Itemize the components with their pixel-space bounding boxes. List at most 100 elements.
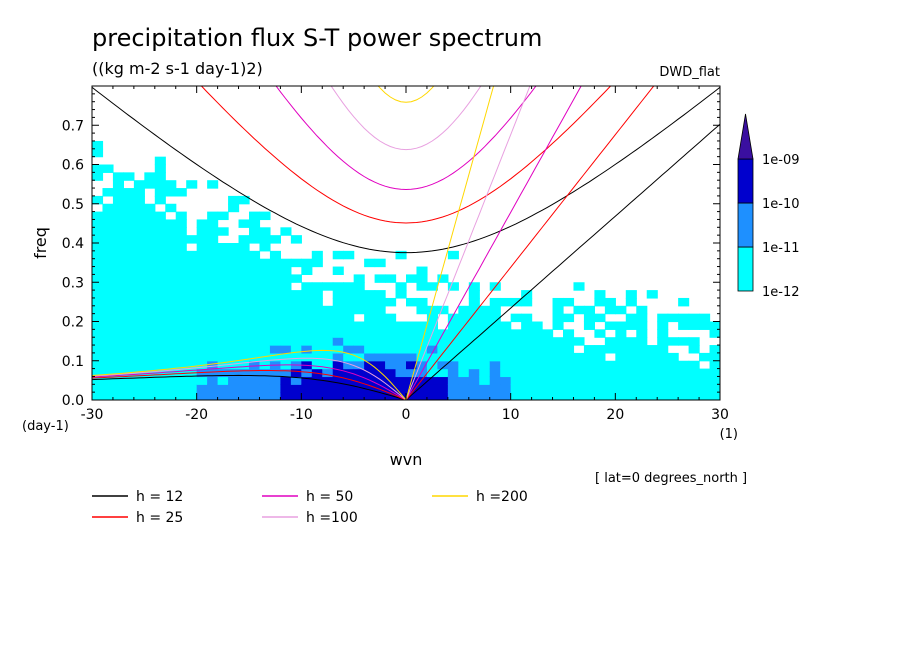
heatmap-cell — [207, 321, 219, 330]
heatmap-cell — [646, 345, 658, 354]
heatmap-cell — [207, 211, 219, 221]
heatmap-cell — [228, 313, 240, 323]
heatmap-cell — [583, 376, 595, 385]
heatmap-cell — [207, 235, 219, 244]
heatmap-cell — [416, 392, 428, 400]
heatmap-cell — [447, 282, 459, 291]
colorbar-segment — [737, 246, 754, 292]
heatmap-cell — [583, 305, 595, 315]
heatmap-cell — [123, 250, 135, 260]
heatmap-cell — [657, 321, 669, 330]
heatmap-cell — [709, 329, 720, 338]
heatmap-cell — [165, 180, 177, 189]
heatmap-cell — [625, 376, 637, 385]
heatmap-cell — [426, 352, 438, 362]
heatmap-cell — [238, 195, 250, 205]
kelvin-curve — [405, 86, 495, 400]
colorbar-label: 1e-09 — [762, 153, 800, 168]
heatmap-cell — [238, 376, 250, 385]
heatmap-cell — [175, 305, 187, 315]
heatmap-cell — [102, 313, 114, 323]
heatmap-cell — [165, 219, 177, 228]
heatmap-cell — [563, 337, 575, 346]
heatmap-cell — [416, 329, 428, 338]
heatmap-cell — [343, 360, 355, 370]
heatmap-cell — [604, 345, 616, 354]
heatmap-cell — [301, 352, 313, 362]
heatmap-cell — [92, 243, 104, 252]
heatmap-cell — [678, 321, 690, 330]
heatmap-cell — [594, 313, 606, 323]
heatmap-cell — [332, 345, 344, 354]
heatmap-cell — [92, 376, 104, 385]
heatmap-cell — [144, 274, 156, 283]
heatmap-cell — [175, 313, 187, 323]
heatmap-cell — [144, 345, 156, 354]
chart-subtitle: ((kg m-2 s-1 day-1)2) — [92, 59, 263, 78]
heatmap-cell — [332, 313, 344, 323]
heatmap-cell — [228, 195, 240, 205]
heatmap-cell — [175, 188, 187, 197]
heatmap-cell — [311, 392, 323, 400]
heatmap-cell — [447, 337, 459, 346]
heatmap-cell — [165, 290, 177, 299]
heatmap-cell — [259, 321, 271, 330]
heatmap-cell — [269, 384, 281, 393]
heatmap-cell — [646, 392, 658, 400]
heatmap-cell — [437, 376, 449, 385]
heatmap-cell — [646, 290, 658, 299]
heatmap-cell — [364, 392, 376, 400]
heatmap-cell — [102, 235, 114, 244]
heatmap-cell — [217, 345, 229, 354]
heatmap-cell — [353, 376, 365, 385]
dispersion-curves — [92, 86, 720, 400]
heatmap-cell — [102, 274, 114, 283]
heatmap-cell — [217, 297, 229, 307]
heatmap-cell — [385, 274, 397, 283]
heatmap-cell — [573, 337, 585, 346]
heatmap-cell — [186, 329, 198, 338]
heatmap-cell — [437, 368, 449, 378]
heatmap-cell — [594, 376, 606, 385]
heatmap-cell — [353, 360, 365, 370]
heatmap-cell — [447, 352, 459, 362]
heatmap-cell — [154, 211, 166, 221]
heatmap-cell — [207, 219, 219, 228]
heatmap-cell — [625, 321, 637, 330]
y-tick-label: 0.7 — [62, 118, 84, 134]
heatmap-cell — [688, 337, 700, 346]
heatmap-cell — [133, 258, 145, 268]
heatmap-cell — [92, 148, 104, 158]
heatmap-cell — [259, 360, 271, 370]
heatmap-cell — [594, 360, 606, 370]
heatmap-cell — [133, 235, 145, 244]
heatmap-cell — [374, 329, 386, 338]
heatmap-cell — [112, 274, 124, 283]
heatmap-cell — [144, 227, 156, 236]
heatmap-cell — [133, 195, 145, 205]
heatmap-cell — [364, 329, 376, 338]
heatmap-cell — [322, 392, 334, 400]
heatmap-cell — [311, 282, 323, 291]
heatmap-cell — [322, 313, 334, 323]
heatmap-cell — [249, 337, 261, 346]
colorbar-segment — [737, 158, 754, 204]
heatmap-cell — [625, 360, 637, 370]
heatmap-cell — [364, 258, 376, 268]
heatmap-cell — [144, 368, 156, 378]
heatmap-cell — [552, 313, 564, 323]
heatmap-cell — [280, 297, 292, 307]
heatmap-cell — [343, 345, 355, 354]
heatmap-cell — [479, 392, 491, 400]
heatmap-cell — [353, 321, 365, 330]
heatmap-cell — [280, 337, 292, 346]
heatmap-cell — [144, 258, 156, 268]
x-unit-label: (1) — [720, 427, 738, 442]
heatmap-cell — [688, 321, 700, 330]
heatmap-cell — [196, 321, 208, 330]
heatmap-cell — [259, 376, 271, 385]
heatmap-cell — [364, 313, 376, 323]
heatmap-cell — [615, 329, 627, 338]
heatmap-cell — [249, 266, 261, 275]
heatmap-cell — [458, 305, 470, 315]
